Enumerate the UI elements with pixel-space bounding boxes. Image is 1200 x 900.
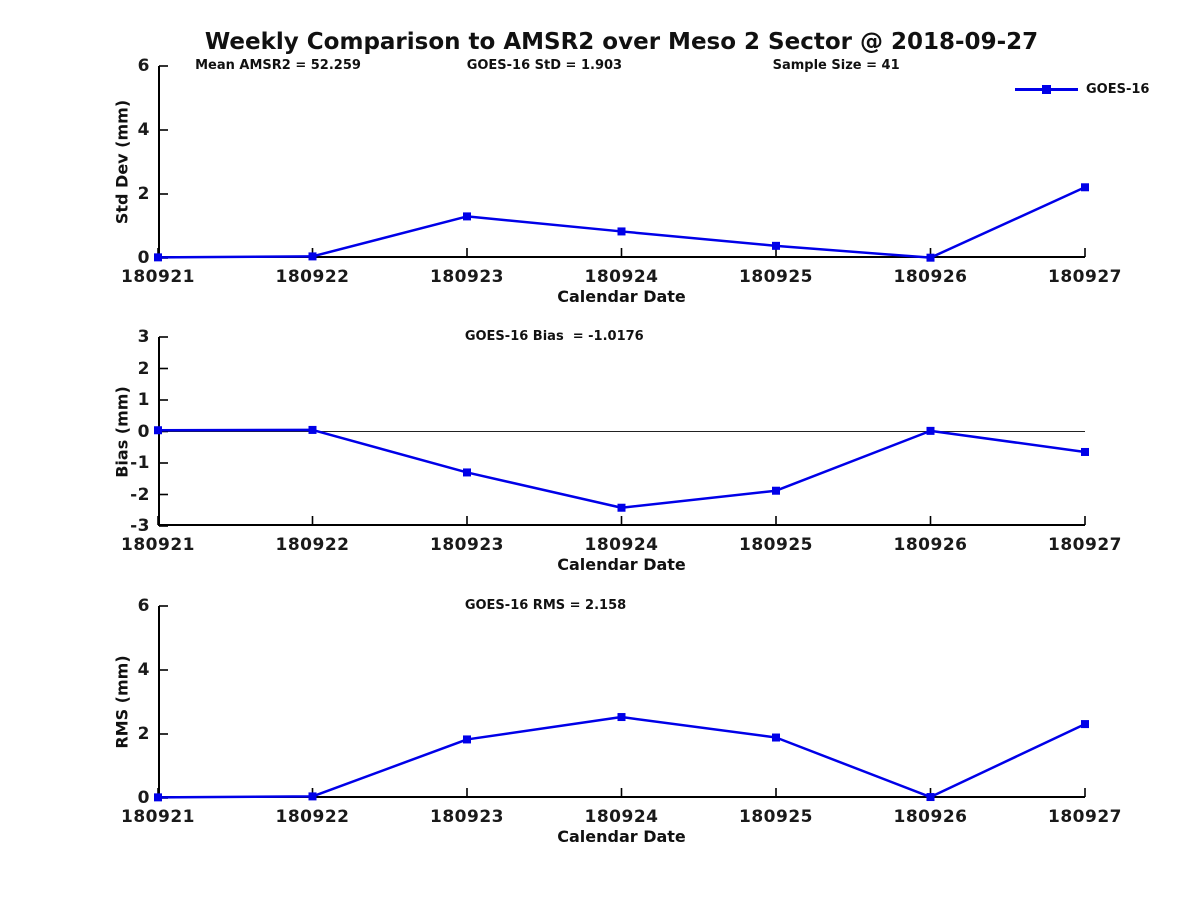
annotation: Mean AMSR2 = 52.259 (195, 58, 361, 73)
x-axis-label: Calendar Date (557, 287, 686, 306)
x-tick-label: 180921 (121, 267, 195, 287)
data-marker (308, 425, 317, 434)
y-tick-label: -2 (130, 484, 150, 505)
x-tick-label: 180921 (121, 535, 195, 555)
data-marker (1081, 183, 1089, 192)
x-tick-label: 180927 (1048, 807, 1122, 827)
figure-title: Weekly Comparison to AMSR2 over Meso 2 S… (204, 29, 1039, 55)
y-tick-label: 0 (137, 421, 150, 442)
x-tick-label: 180926 (893, 807, 968, 827)
x-tick-label: 180925 (739, 267, 813, 287)
plot-svg (154, 605, 1089, 802)
y-tick-label: 2 (137, 184, 150, 204)
data-marker (617, 227, 626, 236)
data-marker (772, 733, 780, 742)
x-tick-label: 180924 (584, 535, 659, 555)
data-marker (154, 426, 162, 435)
x-tick-label: 180927 (1048, 267, 1122, 287)
x-axis-label: Calendar Date (557, 827, 686, 846)
data-marker (463, 212, 471, 221)
x-tick-label: 180922 (275, 535, 350, 555)
y-tick-label: 4 (137, 120, 150, 140)
y-tick-label: 0 (137, 788, 150, 808)
x-tick-label: 180923 (430, 535, 504, 555)
x-tick-label: 180924 (584, 267, 659, 287)
x-tick-label: 180927 (1048, 535, 1122, 555)
data-marker (926, 253, 935, 262)
annotation: GOES-16 StD = 1.903 (466, 58, 623, 73)
y-tick-label: 1 (137, 390, 150, 410)
data-marker (772, 486, 780, 495)
x-tick-label: 180926 (893, 267, 968, 287)
y-tick-label: -1 (130, 453, 150, 473)
plot-svg (154, 65, 1089, 262)
x-tick-label: 180925 (739, 535, 813, 555)
x-tick-label: 180923 (430, 807, 504, 827)
data-marker (154, 253, 162, 262)
data-marker (463, 735, 471, 744)
legend-marker-icon (1042, 85, 1051, 94)
x-tick-label: 180924 (584, 807, 659, 827)
annotation: GOES-16 RMS = 2.158 (464, 598, 627, 613)
annotation: GOES-16 Bias = -1.0176 (464, 329, 644, 344)
x-tick-label: 180922 (275, 267, 350, 287)
y-tick-label: 6 (137, 596, 150, 616)
data-marker (1081, 720, 1089, 729)
legend: GOES-16 (1015, 81, 1155, 99)
y-tick-label: 6 (137, 56, 150, 76)
data-marker (926, 793, 935, 802)
y-tick-label: 2 (137, 358, 150, 379)
data-marker (463, 468, 471, 477)
data-marker (308, 792, 317, 801)
x-tick-label: 180923 (430, 267, 504, 287)
y-tick-label: 4 (137, 660, 150, 680)
data-marker (926, 426, 935, 435)
y-tick-label: -3 (130, 516, 150, 536)
data-marker (617, 503, 626, 512)
y-tick-label: 3 (137, 327, 150, 347)
data-marker (1081, 447, 1089, 456)
data-line (157, 715, 1086, 799)
x-tick-label: 180925 (739, 807, 813, 827)
x-tick-label: 180926 (893, 535, 968, 555)
data-marker (308, 252, 317, 261)
x-axis-label: Calendar Date (557, 555, 686, 574)
x-tick-label: 180921 (121, 807, 195, 827)
data-marker (154, 793, 162, 802)
data-marker (617, 713, 626, 722)
x-tick-label: 180922 (275, 807, 350, 827)
legend-label: GOES-16 (1086, 82, 1150, 97)
annotation: Sample Size = 41 (772, 58, 900, 73)
y-tick-label: 2 (137, 724, 150, 744)
y-tick-label: 0 (137, 248, 150, 268)
data-marker (772, 241, 780, 250)
plot-svg (154, 336, 1089, 527)
